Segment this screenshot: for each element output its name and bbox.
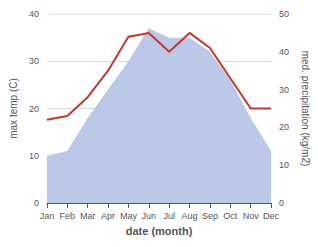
svg-text:10: 10 bbox=[29, 151, 39, 161]
svg-text:50: 50 bbox=[279, 9, 289, 19]
svg-text:Dec: Dec bbox=[263, 211, 280, 221]
svg-text:40: 40 bbox=[279, 47, 289, 57]
svg-text:Mar: Mar bbox=[80, 211, 96, 221]
svg-text:Feb: Feb bbox=[60, 211, 76, 221]
svg-text:Apr: Apr bbox=[101, 211, 115, 221]
svg-text:May: May bbox=[120, 211, 138, 221]
svg-text:20: 20 bbox=[29, 104, 39, 114]
svg-text:med. precipitation (kg/m2): med. precipitation (kg/m2) bbox=[300, 51, 311, 167]
svg-text:max temp (C): max temp (C) bbox=[8, 78, 19, 139]
svg-text:date (month): date (month) bbox=[126, 225, 193, 237]
svg-text:40: 40 bbox=[29, 9, 39, 19]
svg-text:Jul: Jul bbox=[163, 211, 175, 221]
svg-text:Aug: Aug bbox=[182, 211, 198, 221]
svg-text:Jan: Jan bbox=[40, 211, 55, 221]
svg-text:30: 30 bbox=[279, 85, 289, 95]
svg-text:30: 30 bbox=[29, 56, 39, 66]
svg-text:Oct: Oct bbox=[223, 211, 238, 221]
svg-text:0: 0 bbox=[279, 198, 284, 208]
svg-text:Sep: Sep bbox=[202, 211, 218, 221]
svg-text:Nov: Nov bbox=[243, 211, 260, 221]
svg-text:10: 10 bbox=[279, 160, 289, 170]
svg-text:0: 0 bbox=[34, 198, 39, 208]
svg-text:Jun: Jun bbox=[142, 211, 157, 221]
svg-text:20: 20 bbox=[279, 122, 289, 132]
